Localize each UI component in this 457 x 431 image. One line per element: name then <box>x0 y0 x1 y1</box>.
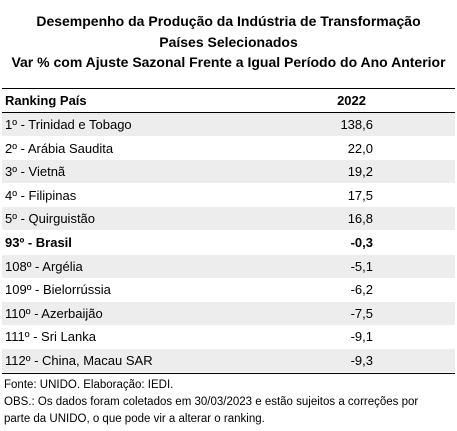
header-ranking-pais: Ranking País <box>5 93 87 108</box>
country-cell: 2º - Arábia Saudita <box>5 140 114 156</box>
table-row: 5º - Quirguistão 16,8 <box>2 207 455 231</box>
table-description: Var % com Ajuste Sazonal Frente a Igual … <box>11 54 446 70</box>
table-row: 3º - Vietnã 19,2 <box>2 160 455 184</box>
value-cell: 22,0 <box>347 140 373 156</box>
table-row: 109º - Bielorrússia -6,2 <box>2 278 455 301</box>
source-note: Fonte: UNIDO. Elaboração: IEDI. <box>4 379 174 391</box>
country-cell: 109º - Bielorrússia <box>5 282 111 298</box>
value-cell: -9,1 <box>350 329 373 345</box>
value-cell: -5,1 <box>350 258 373 274</box>
table-notes: Fonte: UNIDO. Elaboração: IEDI. OBS.: Os… <box>4 377 454 428</box>
table-row: 110º - Azerbaijão -7,5 <box>2 301 455 325</box>
value-cell: 19,2 <box>347 164 373 180</box>
country-cell: 93º - Brasil <box>5 235 72 250</box>
table-row: 1º - Trinidad e Tobago 138,6 <box>2 113 455 136</box>
table-bottom-rule <box>2 372 455 374</box>
country-cell: 4º - Filipinas <box>5 187 77 203</box>
country-cell: 108º - Argélia <box>5 258 83 274</box>
table-row: 111º - Sri Lanka -9,1 <box>2 325 455 348</box>
table-title: Desempenho da Produção da Indústria de T… <box>36 13 421 29</box>
header-year: 2022 <box>337 93 366 108</box>
table-header-row: Ranking País 2022 <box>2 89 455 112</box>
value-cell: -6,2 <box>350 282 373 298</box>
table-top-rule <box>2 88 455 89</box>
country-cell: 110º - Azerbaijão <box>5 305 103 321</box>
country-cell: 111º - Sri Lanka <box>5 329 96 345</box>
value-cell: 138,6 <box>340 117 373 132</box>
table-row: 2º - Arábia Saudita 22,0 <box>2 137 455 160</box>
value-cell: -9,3 <box>350 353 373 368</box>
table-row: 93º - Brasil -0,3 <box>2 231 455 254</box>
obs-note-line2: parte da UNIDO, o que pode vir a alterar… <box>4 413 265 425</box>
country-cell: 3º - Vietnã <box>5 164 66 180</box>
country-cell: 1º - Trinidad e Tobago <box>5 117 132 132</box>
table-row: 112º - China, Macau SAR -9,3 <box>2 349 455 372</box>
table-row: 4º - Filipinas 17,5 <box>2 184 455 207</box>
table-header-rule <box>2 112 455 113</box>
country-cell: 5º - Quirguistão <box>5 211 96 227</box>
value-cell: 16,8 <box>347 211 373 227</box>
value-cell: -7,5 <box>350 305 373 321</box>
value-cell: -0,3 <box>350 235 373 250</box>
table-subtitle: Países Selecionados <box>159 34 298 50</box>
obs-note-line1: OBS.: Os dados foram coletados em 30/03/… <box>4 396 419 408</box>
country-cell: 112º - China, Macau SAR <box>5 353 153 368</box>
value-cell: 17,5 <box>347 187 373 203</box>
table-row: 108º - Argélia -5,1 <box>2 254 455 278</box>
